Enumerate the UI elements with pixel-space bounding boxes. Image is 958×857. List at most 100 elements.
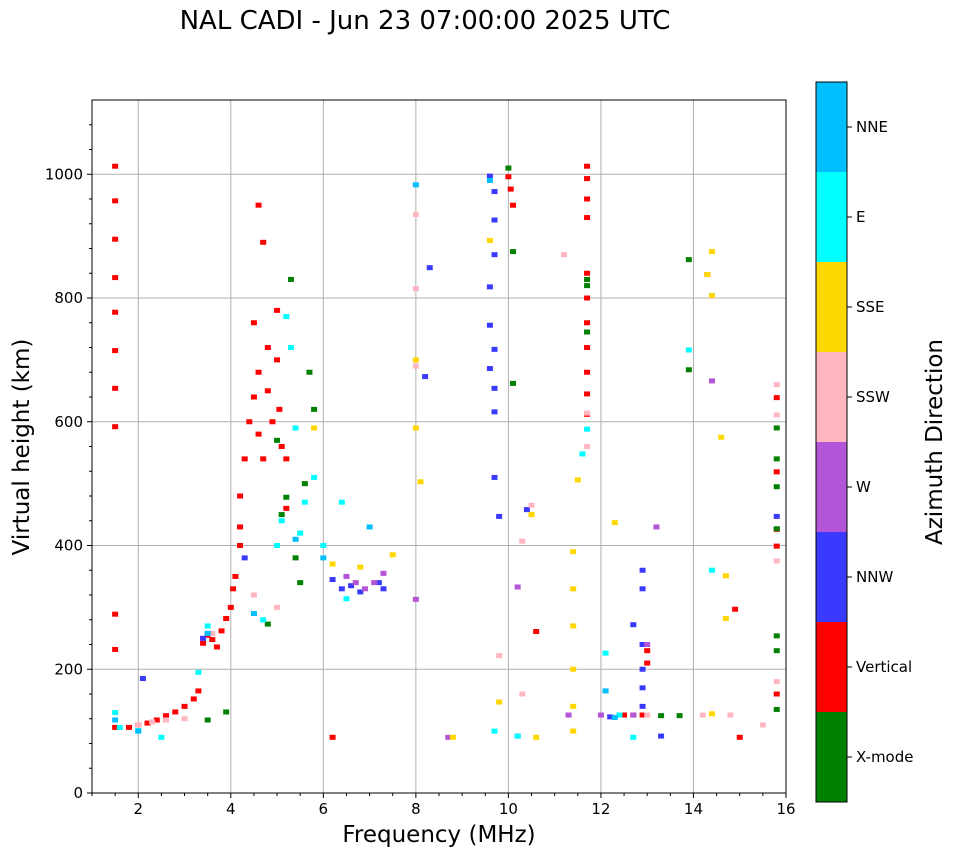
data-point xyxy=(708,567,715,573)
data-point xyxy=(357,589,364,595)
data-point xyxy=(653,524,660,530)
data-point xyxy=(255,369,262,375)
data-point xyxy=(380,586,387,592)
data-point xyxy=(232,573,239,579)
data-point xyxy=(486,237,493,243)
data-point xyxy=(708,378,715,384)
colorbar-tick-label: X-mode xyxy=(856,748,913,766)
data-point xyxy=(139,676,146,682)
data-point xyxy=(496,513,503,519)
x-tick-label: 8 xyxy=(411,800,421,818)
data-point xyxy=(209,630,216,636)
y-tick-label: 1000 xyxy=(45,165,83,183)
x-tick-label: 16 xyxy=(776,800,795,818)
data-point xyxy=(519,691,526,697)
data-point xyxy=(584,444,591,449)
data-point xyxy=(255,431,262,437)
colorbar-tick-label: Vertical xyxy=(856,658,912,676)
data-point xyxy=(639,567,646,573)
data-point xyxy=(412,357,419,363)
data-point xyxy=(510,249,517,255)
data-point xyxy=(639,666,646,672)
data-point xyxy=(246,419,253,425)
data-point xyxy=(237,493,244,499)
data-point xyxy=(533,629,540,635)
data-point xyxy=(412,596,419,602)
data-point xyxy=(574,477,581,483)
data-point xyxy=(241,555,248,561)
data-point xyxy=(736,734,743,740)
data-point xyxy=(112,385,119,391)
data-point xyxy=(329,734,336,740)
data-point xyxy=(449,734,456,740)
data-point xyxy=(773,382,780,388)
data-point xyxy=(204,623,211,629)
x-tick-label: 14 xyxy=(684,800,703,818)
data-point xyxy=(135,728,142,734)
colorbar-segment xyxy=(816,352,847,442)
data-point xyxy=(283,314,290,320)
data-point xyxy=(292,425,299,431)
data-point xyxy=(311,406,318,412)
y-tick-label: 800 xyxy=(54,289,83,307)
data-point xyxy=(375,580,382,586)
data-point xyxy=(528,512,535,518)
data-point xyxy=(274,307,281,313)
data-point xyxy=(584,295,591,301)
data-point xyxy=(584,426,591,432)
data-point xyxy=(523,507,530,513)
data-point xyxy=(584,176,591,182)
data-point xyxy=(213,644,220,650)
data-point xyxy=(195,688,202,694)
data-point xyxy=(708,249,715,255)
data-point xyxy=(584,369,591,375)
colorbar-frame xyxy=(815,81,848,803)
data-point xyxy=(297,530,304,536)
data-point xyxy=(283,505,290,511)
data-point xyxy=(773,425,780,431)
x-tick-label: 4 xyxy=(226,800,236,818)
data-point xyxy=(639,642,646,647)
data-point xyxy=(773,633,780,639)
data-point xyxy=(412,363,419,369)
data-point xyxy=(163,717,170,723)
data-point xyxy=(237,543,244,548)
data-point xyxy=(491,409,498,415)
data-point xyxy=(584,391,591,397)
data-point xyxy=(491,252,498,258)
data-point xyxy=(658,713,665,719)
data-point xyxy=(278,518,285,524)
data-point xyxy=(112,646,119,652)
data-point xyxy=(343,573,350,579)
data-point xyxy=(190,696,197,702)
y-tick-label: 600 xyxy=(54,413,83,431)
data-point xyxy=(352,580,359,586)
data-point xyxy=(579,451,586,457)
data-point xyxy=(570,549,577,555)
data-point xyxy=(218,628,225,634)
data-point xyxy=(773,679,780,685)
data-point xyxy=(250,592,257,598)
data-point xyxy=(348,583,355,589)
data-point xyxy=(412,425,419,431)
data-point xyxy=(158,734,165,740)
data-point xyxy=(283,494,290,500)
data-point xyxy=(584,163,591,169)
data-point xyxy=(112,611,119,617)
data-point xyxy=(639,703,646,709)
y-tick-label: 200 xyxy=(54,660,83,678)
data-point xyxy=(584,320,591,326)
data-point xyxy=(491,728,498,734)
data-point xyxy=(644,642,651,647)
data-point xyxy=(773,526,780,532)
data-point xyxy=(181,703,188,709)
data-point xyxy=(505,174,512,180)
data-point xyxy=(412,211,419,217)
data-point xyxy=(311,474,318,480)
data-point xyxy=(227,604,234,610)
data-point xyxy=(602,650,609,656)
data-point xyxy=(200,640,207,646)
data-point xyxy=(616,712,623,718)
x-axis-label: Frequency (MHz) xyxy=(342,822,535,848)
